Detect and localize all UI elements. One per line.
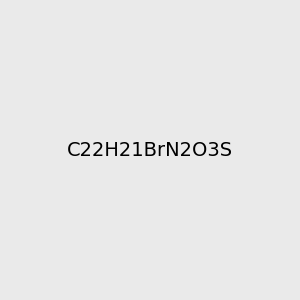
Text: C22H21BrN2O3S: C22H21BrN2O3S [67,140,233,160]
